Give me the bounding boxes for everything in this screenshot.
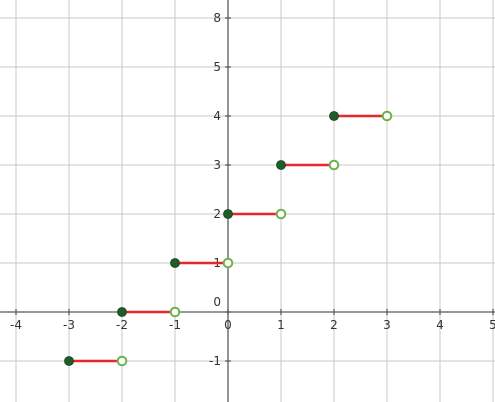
y-tick-label: 4 <box>213 109 221 123</box>
x-tick-label: -3 <box>63 318 75 332</box>
x-tick-label: -1 <box>169 318 181 332</box>
y-tick-label: 0 <box>213 295 221 309</box>
closed-endpoint-dot <box>330 112 339 121</box>
y-tick-label: 3 <box>213 158 221 172</box>
open-endpoint-circle <box>224 259 233 268</box>
x-tick-label: 2 <box>330 318 338 332</box>
open-endpoint-circle <box>118 357 127 366</box>
x-tick-label: 3 <box>383 318 391 332</box>
x-tick-label: -4 <box>10 318 22 332</box>
x-tick-label: 1 <box>277 318 285 332</box>
x-tick-label: 0 <box>224 318 232 332</box>
closed-endpoint-dot <box>65 357 74 366</box>
closed-endpoint-dot <box>224 210 233 219</box>
open-endpoint-circle <box>171 308 180 317</box>
y-tick-label: 2 <box>213 207 221 221</box>
closed-endpoint-dot <box>171 259 180 268</box>
y-tick-label: 5 <box>213 60 221 74</box>
y-tick-label: 8 <box>213 11 221 25</box>
x-tick-label: -2 <box>116 318 128 332</box>
y-tick-label: -1 <box>209 354 221 368</box>
open-endpoint-circle <box>383 112 392 121</box>
open-endpoint-circle <box>277 210 286 219</box>
closed-endpoint-dot <box>118 308 127 317</box>
closed-endpoint-dot <box>277 161 286 170</box>
open-endpoint-circle <box>330 161 339 170</box>
x-tick-label: 4 <box>436 318 444 332</box>
x-tick-label: 5 <box>489 318 495 332</box>
